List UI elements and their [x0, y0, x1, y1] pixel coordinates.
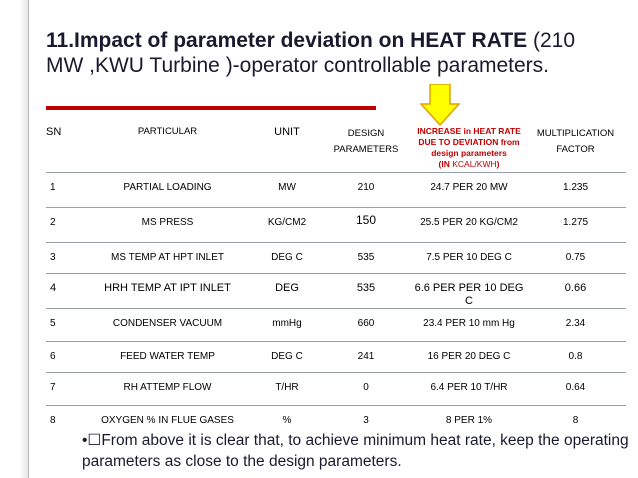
header-increase-unit: KCAL/KWH	[452, 159, 497, 169]
table-row: 8 OXYGEN % IN FLUE GASES % 3 8 PER 1% 8	[46, 405, 626, 434]
cell-particular: FEED WATER TEMP	[120, 351, 215, 362]
header-unit: UNIT	[274, 126, 300, 138]
cell-factor: 1.275	[562, 217, 589, 228]
table-row: 2 MS PRESS KG/CM2 150 25.5 PER 20 KG/CM2…	[46, 207, 626, 242]
cell-design: 210	[357, 182, 375, 193]
table-row: 6 FEED WATER TEMP DEG C 241 16 PER 20 DE…	[46, 341, 626, 372]
cell-unit: MW	[278, 182, 296, 193]
header-factor: MULTIPLICATION FACTOR	[536, 128, 615, 155]
cell-factor: 0.64	[565, 382, 586, 393]
cell-increase: 6.6 PER PER 10 DEG C	[414, 282, 524, 307]
cell-factor: 0.66	[564, 282, 587, 294]
header-increase-prefix: (IN	[438, 159, 453, 169]
parameter-table: SN PARTICULAR UNIT DESIGN PARAMETERS INC…	[46, 120, 626, 434]
cell-unit: KG/CM2	[267, 217, 307, 228]
cell-sn: 8	[50, 415, 56, 426]
cell-sn: 6	[50, 351, 56, 362]
cell-increase: 7.5 PER 10 DEG C	[426, 252, 512, 263]
cell-factor: 0.75	[565, 252, 586, 263]
cell-unit: DEG C	[271, 351, 303, 362]
cell-design: 3	[363, 415, 369, 426]
cell-unit: DEG	[275, 282, 299, 294]
cell-particular: OXYGEN % IN FLUE GASES	[101, 415, 234, 426]
title-bold: 11.Impact of parameter deviation on HEAT…	[46, 29, 528, 52]
table-row: 1 PARTIAL LOADING MW 210 24.7 PER 20 MW …	[46, 172, 626, 207]
cell-design: 660	[357, 318, 375, 329]
left-bar-shade	[0, 0, 28, 478]
cell-unit: %	[282, 415, 292, 426]
table-row: 3 MS TEMP AT HPT INLET DEG C 535 7.5 PER…	[46, 242, 626, 273]
cell-particular: CONDENSER VACUUM	[112, 318, 223, 329]
cell-factor: 0.8	[568, 351, 583, 362]
title-normal: (210 MW ,KWU Turbine )-operator controll…	[46, 29, 576, 77]
cell-particular: RH ATTEMP FLOW	[123, 382, 212, 393]
cell-sn: 7	[50, 382, 56, 393]
cell-particular: PARTIAL LOADING	[123, 182, 212, 193]
cell-design: 150	[355, 213, 377, 227]
cell-sn: 3	[50, 252, 56, 263]
cell-increase: 8 PER 1%	[445, 415, 493, 426]
cell-unit: mmHg	[272, 318, 302, 329]
header-particular: PARTICULAR	[137, 126, 198, 137]
cell-unit: T/HR	[275, 382, 299, 393]
cell-sn: 1	[50, 182, 56, 193]
cell-increase: 16 PER 20 DEG C	[427, 351, 511, 362]
down-arrow-icon	[420, 84, 460, 126]
slide-title: 11.Impact of parameter deviation on HEAT…	[46, 28, 616, 78]
cell-design: 0	[363, 382, 369, 393]
table-row: 7 RH ATTEMP FLOW T/HR 0 6.4 PER 10 T/HR …	[46, 372, 626, 405]
cell-design: 535	[357, 252, 375, 263]
cell-particular: MS PRESS	[141, 217, 194, 228]
cell-increase: 25.5 PER 20 KG/CM2	[420, 217, 518, 228]
conclusion-note: •☐From above it is clear that, to achiev…	[82, 432, 629, 470]
header-increase-suffix: )	[496, 159, 500, 169]
cell-increase: 24.7 PER 20 MW	[430, 182, 508, 193]
cell-sn: 2	[50, 217, 56, 228]
header-design: DESIGN PARAMETERS	[333, 128, 399, 155]
header-increase: INCREASE in HEAT RATE DUE TO DEVIATION f…	[413, 120, 525, 172]
cell-increase: 6.4 PER 10 T/HR	[430, 382, 508, 393]
table-row: 5 CONDENSER VACUUM mmHg 660 23.4 PER 10 …	[46, 308, 626, 341]
table-header-row: SN PARTICULAR UNIT DESIGN PARAMETERS INC…	[46, 120, 626, 172]
title-underline	[46, 106, 376, 110]
table-row: 4 HRH TEMP AT IPT INLET DEG 535 6.6 PER …	[46, 273, 626, 308]
cell-factor: 1.235	[562, 182, 589, 193]
cell-particular: HRH TEMP AT IPT INLET	[104, 282, 231, 294]
cell-design: 535	[356, 282, 376, 294]
header-sn: SN	[46, 126, 62, 138]
slide-left-bar	[0, 0, 29, 478]
cell-factor: 2.34	[565, 318, 586, 329]
cell-sn: 4	[50, 282, 57, 294]
cell-sn: 5	[50, 318, 56, 329]
header-increase-main: INCREASE in HEAT RATE DUE TO DEVIATION f…	[417, 126, 521, 158]
cell-particular: MS TEMP AT HPT INLET	[111, 252, 224, 263]
cell-increase: 23.4 PER 10 mm Hg	[423, 318, 515, 329]
cell-unit: DEG C	[271, 252, 303, 263]
cell-factor: 8	[572, 415, 579, 426]
cell-design: 241	[357, 351, 375, 362]
